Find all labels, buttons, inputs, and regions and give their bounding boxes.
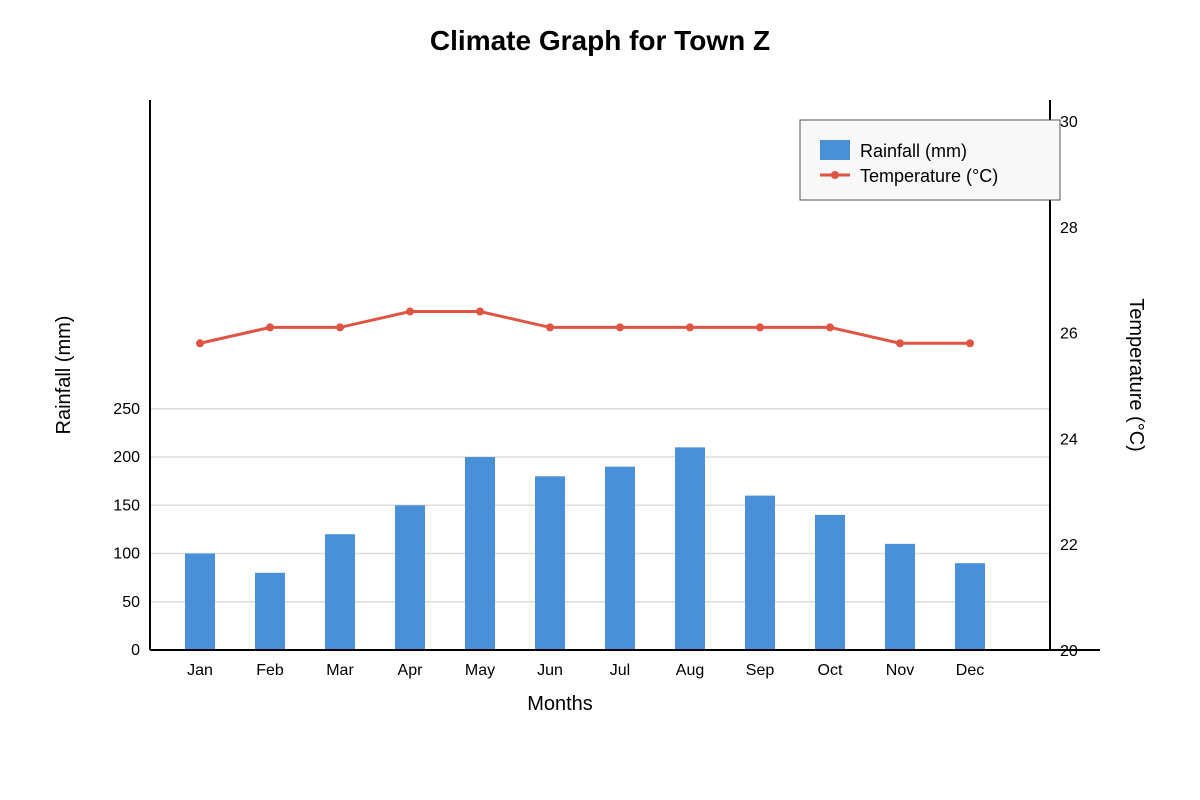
left-y-tick-labels: 0 50 100 150 200 250: [113, 401, 140, 659]
bar-jun: [535, 476, 565, 650]
bar-mar: [325, 534, 355, 650]
temperature-point-sep: [756, 323, 764, 332]
x-tick-label-jan: Jan: [187, 662, 213, 679]
chart-title: Climate Graph for Town Z: [430, 25, 770, 56]
legend-label-rainfall: Rainfall (mm): [860, 141, 967, 161]
bar-apr: [395, 505, 425, 650]
bar-oct: [815, 514, 845, 650]
x-tick-label-jul: Jul: [610, 662, 630, 679]
right-tick-label: 26: [1060, 326, 1078, 343]
legend-swatch-rainfall: [820, 140, 850, 160]
right-tick-label: 22: [1060, 537, 1078, 554]
bar-jan: [185, 553, 215, 650]
left-tick-label: 100: [113, 546, 140, 563]
x-tick-label-mar: Mar: [326, 662, 354, 679]
bar-sep: [745, 495, 775, 650]
bar-may: [465, 457, 495, 650]
temperature-point-jan: [196, 339, 204, 348]
temperature-point-jul: [616, 323, 624, 332]
temperature-polyline: [199, 310, 970, 345]
temperature-point-jun: [546, 323, 554, 332]
right-tick-label: 24: [1060, 431, 1078, 448]
bar-dec: [955, 563, 985, 650]
right-y-tick-labels: 20 22 24 26 28 30: [1060, 114, 1078, 660]
temperature-line: [196, 307, 974, 348]
temperature-point-mar: [336, 323, 344, 332]
x-tick-label-dec: Dec: [956, 662, 984, 679]
bar-aug: [675, 447, 705, 650]
x-tick-label-feb: Feb: [256, 662, 284, 679]
x-tick-label-sep: Sep: [746, 662, 775, 679]
x-tick-label-jun: Jun: [537, 662, 563, 679]
left-tick-label: 250: [113, 401, 140, 418]
bar-jul: [605, 466, 635, 650]
left-y-axis-label: Rainfall (mm): [53, 316, 75, 435]
right-y-axis-label: Temperature (°C): [1125, 298, 1147, 452]
rainfall-bars: [185, 447, 985, 650]
right-tick-label: 28: [1060, 220, 1078, 237]
x-tick-label-nov: Nov: [886, 662, 914, 679]
x-axis-label: Months: [527, 693, 593, 715]
right-tick-label: 30: [1060, 114, 1078, 131]
temperature-point-may: [476, 307, 484, 316]
temperature-point-dec: [966, 339, 974, 348]
right-tick-label: 20: [1060, 643, 1078, 660]
temperature-point-oct: [826, 323, 834, 332]
bar-nov: [885, 543, 915, 650]
legend-label-temperature: Temperature (°C): [860, 166, 998, 186]
legend-marker-temperature: [831, 171, 839, 179]
temperature-point-apr: [406, 307, 414, 316]
x-tick-labels: Jan Feb Mar Apr May Jun Jul Aug Sep Oct Nov Dec: [187, 662, 984, 679]
bar-feb: [255, 572, 285, 650]
x-tick-label-aug: Aug: [676, 662, 704, 679]
x-tick-label-apr: Apr: [398, 662, 424, 679]
temperature-point-aug: [686, 323, 694, 332]
left-tick-label: 50: [122, 594, 140, 611]
left-tick-label: 200: [113, 449, 140, 466]
temperature-point-feb: [266, 323, 274, 332]
legend: Rainfall (mm) Temperature (°C): [799, 119, 1061, 201]
x-tick-label-may: May: [465, 662, 495, 679]
x-tick-label-oct: Oct: [818, 662, 843, 679]
temperature-point-nov: [896, 339, 904, 348]
left-tick-label: 0: [131, 642, 140, 659]
left-tick-label: 150: [113, 497, 140, 514]
